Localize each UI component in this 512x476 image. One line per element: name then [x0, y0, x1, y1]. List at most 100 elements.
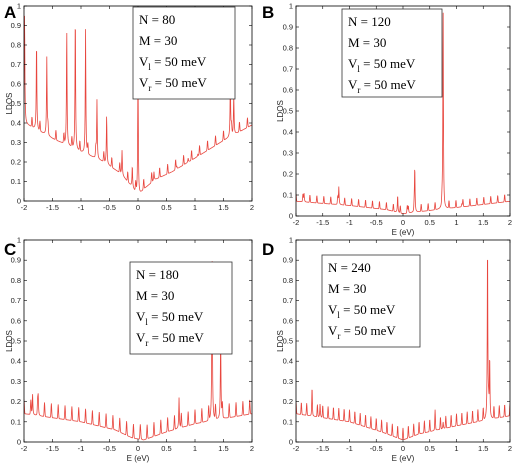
y-tick-label: 0.1 — [283, 191, 293, 200]
y-tick-label: 0.4 — [283, 128, 293, 137]
x-tick-label: 1.5 — [478, 218, 488, 227]
y-axis-title: LDOS — [5, 330, 14, 352]
x-tick-label: -1 — [78, 444, 85, 453]
x-tick-label: 0.5 — [425, 218, 435, 227]
x-tick-label: -0.5 — [103, 203, 116, 212]
y-tick-label: 0.2 — [283, 170, 293, 179]
x-axis-title: E (eV) — [127, 454, 150, 463]
y-tick-label: 0.9 — [283, 256, 293, 265]
legend-entry: Vl = 50 meV — [328, 302, 396, 320]
y-tick-label: 0.8 — [283, 44, 293, 53]
x-tick-label: -2 — [21, 203, 28, 212]
x-tick-label: -1 — [346, 444, 353, 453]
y-tick-label: 0.8 — [11, 276, 21, 285]
x-tick-label: 1 — [193, 444, 197, 453]
legend-entry: Vl = 50 meV — [136, 309, 204, 327]
legend-box — [341, 8, 443, 98]
legend-entry: Vr = 50 meV — [136, 330, 204, 348]
panel-b: B -2 -1.5 -1 -0.5 0 0.5 1 1.5 2 0 0.1 0.2 0.3 0.4 0.5 0.… — [262, 2, 512, 238]
x-tick-label: -0.5 — [370, 218, 383, 227]
y-tick-label: 0 — [17, 197, 21, 206]
legend-box — [129, 261, 233, 355]
x-tick-label: 2 — [508, 218, 512, 227]
x-tick-label: -2 — [293, 444, 300, 453]
x-tick-label: 1.5 — [218, 203, 228, 212]
x-tick-label: 0.5 — [161, 444, 171, 453]
y-tick-label: 1 — [17, 2, 21, 11]
y-tick-label: 0.2 — [11, 397, 21, 406]
x-tick-label: -1.5 — [316, 218, 329, 227]
x-tick-label: -2 — [21, 444, 28, 453]
y-tick-label: 0.5 — [283, 337, 293, 346]
legend-entry: Vl = 50 meV — [348, 56, 416, 74]
x-tick-label: 1 — [193, 203, 197, 212]
legend-entry: Vr = 50 meV — [348, 77, 416, 95]
y-tick-label: 0.6 — [283, 86, 293, 95]
y-tick-label: 0.1 — [11, 177, 21, 186]
panel-letter: A — [4, 3, 16, 22]
legend-entry: N = 120 — [348, 14, 391, 29]
x-tick-label: -2 — [293, 218, 300, 227]
x-tick-label: 2 — [250, 203, 254, 212]
series-line — [296, 259, 510, 440]
legend-entry: M = 30 — [139, 33, 177, 48]
y-tick-label: 0.4 — [11, 357, 21, 366]
y-tick-label: 0.6 — [11, 80, 21, 89]
series-line — [24, 261, 252, 441]
x-tick-label: -1 — [78, 203, 85, 212]
y-tick-label: 1 — [289, 2, 293, 11]
y-axis-title: LDOS — [5, 93, 14, 115]
panel-a: A -2 -1.5 -1 -0.5 0 0.5 1 1.5 2 0 0.1 0.2 0.3 0.4 0.5 0.… — [4, 2, 254, 213]
y-tick-label: 0.3 — [283, 377, 293, 386]
panel-d: D -2 -1.5 -1 -0.5 0 0.5 1 1.5 2 0 0.1 0.2 0.3 0.4 0.5 0.… — [262, 236, 512, 464]
legend-entry: Vl = 50 meV — [139, 54, 207, 72]
y-tick-label: 0.5 — [283, 107, 293, 116]
legend-box — [321, 254, 421, 348]
y-tick-label: 0.7 — [283, 65, 293, 74]
y-tick-label: 0.5 — [11, 337, 21, 346]
y-tick-label: 0 — [289, 212, 293, 221]
y-tick-label: 0.9 — [11, 21, 21, 30]
x-tick-label: -0.5 — [370, 444, 383, 453]
x-tick-label: -0.5 — [103, 444, 116, 453]
y-tick-label: 0.3 — [11, 138, 21, 147]
y-tick-label: 0.9 — [283, 23, 293, 32]
y-tick-label: 0.6 — [11, 316, 21, 325]
y-tick-label: 0.7 — [283, 296, 293, 305]
y-tick-label: 0.2 — [283, 397, 293, 406]
x-tick-label: 2 — [250, 444, 254, 453]
x-tick-label: 0 — [136, 444, 140, 453]
legend-entry: M = 30 — [136, 288, 174, 303]
x-axis-title: E (eV) — [392, 454, 415, 463]
y-axis-title: LDOS — [276, 100, 285, 122]
y-tick-label: 0.5 — [11, 99, 21, 108]
legend-entry: Vr = 50 meV — [139, 75, 207, 93]
y-tick-label: 0 — [289, 438, 293, 447]
y-tick-label: 0.1 — [283, 417, 293, 426]
y-tick-label: 0.2 — [11, 158, 21, 167]
y-axis-title: LDOS — [276, 330, 285, 352]
y-tick-label: 0.3 — [283, 149, 293, 158]
y-tick-label: 0.8 — [11, 41, 21, 50]
y-tick-label: 0.3 — [11, 377, 21, 386]
x-tick-label: 0 — [401, 218, 405, 227]
y-tick-label: 1 — [289, 236, 293, 245]
y-tick-label: 0 — [17, 438, 21, 447]
y-tick-label: 1 — [17, 236, 21, 245]
legend-entry: M = 30 — [348, 35, 386, 50]
y-tick-label: 0.4 — [283, 357, 293, 366]
x-tick-label: 0.5 — [161, 203, 171, 212]
y-tick-label: 0.4 — [11, 119, 21, 128]
x-tick-label: -1.5 — [46, 444, 59, 453]
legend-entry: M = 30 — [328, 281, 366, 296]
legend-entry: N = 240 — [328, 260, 371, 275]
x-tick-label: 1.5 — [218, 444, 228, 453]
legend-entry: Vr = 50 meV — [328, 323, 396, 341]
x-tick-label: 0.5 — [425, 444, 435, 453]
x-tick-label: -1 — [346, 218, 353, 227]
legend-box — [132, 6, 236, 100]
x-tick-label: 1 — [454, 444, 458, 453]
panel-letter: C — [4, 240, 16, 259]
legend-entry: N = 180 — [136, 267, 179, 282]
